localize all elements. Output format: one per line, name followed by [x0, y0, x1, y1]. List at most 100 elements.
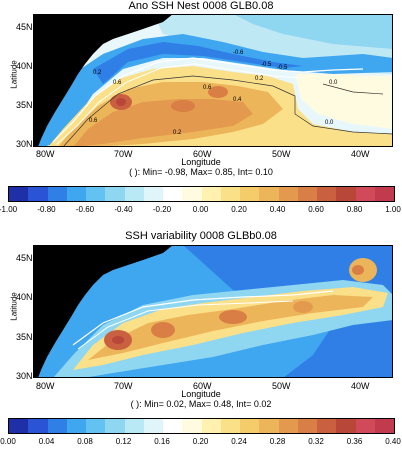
warm-eddy [116, 98, 126, 106]
y-tick: 30N [16, 371, 33, 381]
map-title: Ano SSH Nest 0008 GLB0.08 [128, 0, 274, 12]
contour-label: 0.6 [113, 80, 122, 86]
colorbar-swatch [47, 419, 67, 433]
colorbar-tick-label: 0.20 [192, 437, 209, 446]
contour-label: 0.4 [233, 97, 242, 103]
colorbar-swatch [355, 187, 375, 201]
colorbar-swatch [240, 187, 260, 201]
colorbar-swatch [143, 419, 163, 433]
anomaly-region [295, 74, 393, 129]
colorbar-tick-label: 0.04 [38, 437, 55, 446]
x-axis-label: Longitude [181, 157, 221, 167]
anomaly-region [73, 99, 253, 147]
colorbar-tick-label: -1.00 [0, 205, 18, 214]
map-title: SSH variability 0008 GLBb0.08 [125, 230, 277, 242]
high-variability-eddy [352, 265, 364, 275]
colorbar-swatch [66, 187, 86, 201]
high-variability-eddy [219, 310, 247, 324]
colorbar-swatch [124, 419, 144, 433]
x-axis-label: Longitude [181, 389, 221, 399]
high-variability-eddy [112, 336, 124, 344]
colorbar-swatch [86, 187, 106, 201]
ssh-variability-map [33, 245, 393, 378]
colorbar-swatch [201, 187, 221, 201]
colorbar-swatch [355, 419, 375, 433]
colorbar-swatch [86, 419, 106, 433]
colorbar-swatch [105, 187, 125, 201]
x-tick: 60W [193, 381, 212, 391]
y-axis-label: Latitude [9, 292, 19, 321]
colorbar-tick-label: 0.28 [269, 437, 286, 446]
x-tick: 70W [114, 149, 133, 159]
contour-label: -0.5 [261, 62, 272, 68]
colorbar-tick-label: 0.40 [269, 205, 286, 214]
variability-region [183, 245, 393, 378]
contour-line [72, 290, 334, 346]
colorbar-tick-label: -0.20 [152, 205, 172, 214]
colorbar-tick-label: -0.80 [37, 205, 56, 214]
x-tick: 80W [36, 149, 55, 159]
anomaly-region [233, 14, 393, 49]
colorbar-swatch [336, 419, 356, 433]
colorbar-swatch [163, 419, 183, 433]
colorbar-tick-label: 0.08 [77, 437, 93, 446]
colorbar-tick-label: 0.12 [115, 437, 132, 446]
colorbar-swatch [163, 187, 183, 201]
contour-line [52, 57, 364, 143]
colorbar-tick-label: 0.00 [192, 205, 209, 214]
colorbar-swatch [278, 419, 298, 433]
anomaly-region [93, 42, 303, 84]
y-tick: 45N [16, 253, 33, 263]
y-tick: 35N [16, 100, 33, 110]
contour-label: 0.0 [329, 80, 338, 86]
stats-readout: ( ): Min= -0.98, Max= 0.85, Int= 0.10 [129, 167, 273, 177]
x-tick: 40W [351, 381, 370, 391]
x-tick: 50W [272, 149, 291, 159]
high-variability-eddy [293, 301, 313, 313]
colorbar-tick-label: 0.00 [0, 437, 16, 446]
colorbar-ticks: 0.00 0.04 0.08 0.12 0.16 0.20 0.24 0.28 0.32 0.36… [0, 437, 401, 449]
y-axis-label: Latitude [9, 60, 19, 89]
colorbar-swatch [66, 419, 86, 433]
colorbar-swatch [28, 187, 48, 201]
colorbar-swatch [105, 419, 125, 433]
colorbar-swatch [259, 187, 279, 201]
land-mass [33, 14, 173, 147]
contour-label: 0.0 [325, 120, 334, 126]
colorbar-swatch [9, 419, 29, 433]
colorbar-swatch [47, 187, 67, 201]
contour-label: 0.2 [93, 70, 102, 76]
x-tick: 80W [36, 381, 55, 391]
contour-label: -0.6 [233, 50, 244, 56]
colorbar-swatch [297, 419, 317, 433]
colorbar-swatch [220, 187, 240, 201]
colorbar-swatch [182, 419, 202, 433]
x-tick: 50W [272, 381, 291, 391]
colorbar-swatch [143, 187, 163, 201]
colorbar-swatch [374, 419, 394, 433]
colorbar-tick-label: 0.80 [346, 205, 363, 214]
colorbar-ticks: -1.00 -0.80 -0.60 -0.40 -0.20 0.00 0.20 0.40 0.6… [0, 205, 401, 217]
colorbar-tick-label: 1.00 [385, 205, 401, 214]
colorbar-swatch [9, 187, 29, 201]
colorbar-swatch [220, 419, 240, 433]
contour-label: -0.5 [277, 65, 288, 71]
colorbar-tick-label: 0.32 [308, 437, 324, 446]
y-tick: 40N [16, 61, 33, 71]
colorbar-tick-label: 0.36 [346, 437, 363, 446]
colorbar-swatch [317, 187, 337, 201]
colorbar-swatch [336, 187, 356, 201]
warm-eddy [171, 100, 195, 112]
warm-eddy [208, 86, 228, 98]
x-tick: 70W [114, 381, 133, 391]
y-tick: 30N [16, 139, 33, 149]
colorbar-swatch [240, 419, 260, 433]
colorbar-swatch [297, 187, 317, 201]
land-mass [33, 245, 173, 378]
high-variability-eddy [151, 322, 175, 338]
contour-label: 0.2 [173, 130, 182, 136]
colorbar-swatch [182, 187, 202, 201]
contour-label: 0.6 [89, 118, 98, 124]
colorbar [8, 418, 395, 434]
contour-line [62, 75, 393, 147]
